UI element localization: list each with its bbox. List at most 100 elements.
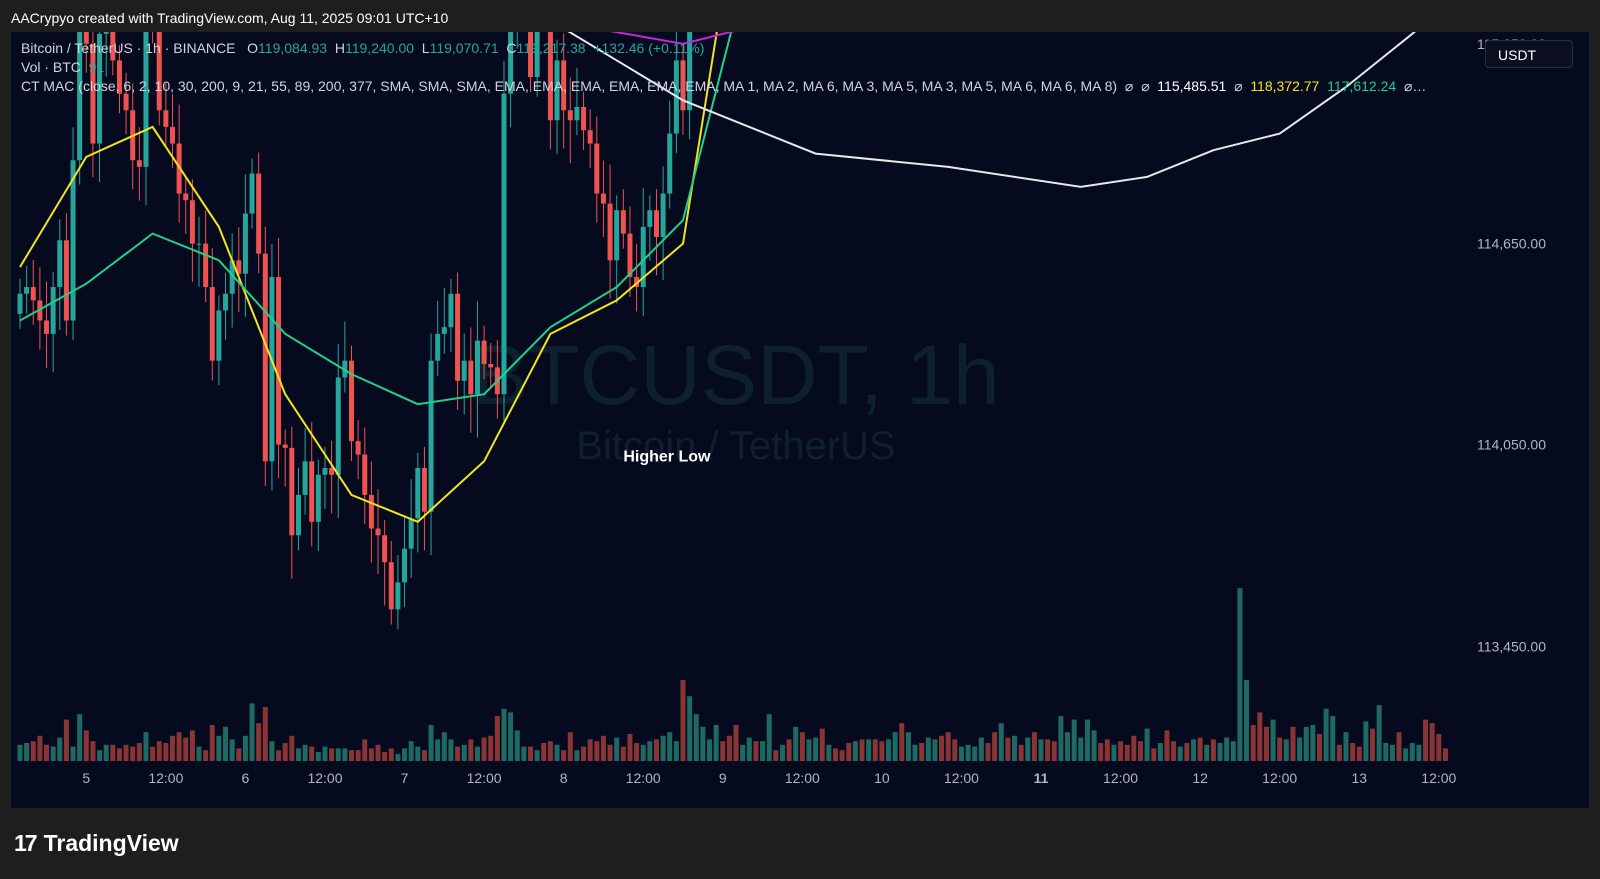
volume-bar [123,744,129,761]
volume-bar [1131,735,1137,761]
volume-bar [899,723,905,761]
volume-bar [799,732,805,761]
annotation-label: Higher Low [623,448,711,465]
volume-bar [176,732,182,761]
candle [70,160,76,321]
candle [415,468,421,519]
volume-label: Vol · BTC [21,59,81,75]
volume-bar [1370,728,1376,761]
volume-bar [972,746,978,761]
volume-bar [1071,719,1077,761]
candle [402,548,408,583]
volume-bars [17,588,1448,761]
candle [355,441,361,455]
candle [216,310,222,361]
volume-bar [1084,719,1090,761]
candle [375,528,381,536]
volume-legend[interactable]: Vol · BTC 91 [21,59,104,75]
candle [640,226,646,288]
volume-bar [813,737,819,761]
tradingview-logo-text: TradingView [43,830,179,856]
time-tick-label: 12:00 [626,770,661,786]
volume-bar [256,723,262,761]
volume-bar [408,741,414,761]
candle [388,562,394,610]
volume-bar [156,741,162,761]
volume-bar [1151,748,1157,761]
volume-bar [335,748,341,761]
volume-bar [919,743,925,761]
candle [329,468,335,475]
volume-bar [945,732,951,761]
volume-bar [879,741,885,761]
volume-bar [461,744,467,761]
time-tick-label: 11 [1034,770,1049,786]
volume-bar [846,743,852,761]
ma-line-ma-4 [567,32,1416,188]
volume-bar [368,748,374,761]
volume-bar [740,744,746,761]
volume-bar [262,707,268,761]
volume-bar [282,743,288,761]
candle [116,60,122,94]
volume-bar [1217,743,1223,761]
volume-bar [203,750,209,761]
time-tick-label: 12:00 [1103,770,1138,786]
candle [455,293,461,381]
volume-bar [1436,734,1442,761]
volume-bar [647,741,653,761]
volume-bar [1111,744,1117,761]
volume-bar [607,744,613,761]
volume-bar [859,739,865,761]
candle [581,106,587,131]
high-label: H [334,40,345,56]
time-tick-label: 6 [242,770,250,786]
watermark-symbol: BTCUSDT, 1h [472,328,999,422]
volume-bar [1177,746,1183,761]
volume-bar [216,735,222,761]
high-value: 119,240.00 [344,40,415,56]
volume-bar [932,739,938,761]
volume-bar [24,743,30,761]
candle [362,454,368,495]
candle [17,293,23,314]
symbol-name[interactable]: Bitcoin / TetherUS · 1h · BINANCE [21,40,236,56]
candle [110,32,116,61]
candle [421,468,427,512]
volume-bar [229,739,235,761]
volume-bar [269,741,275,761]
candle [634,277,640,288]
volume-bar [163,743,169,761]
candle [554,60,560,121]
volume-bar [37,735,43,761]
candle [561,60,567,111]
candle [90,43,96,144]
open-value: 119,084.93 [258,40,328,56]
volume-bar [547,741,553,761]
low-value: 119,070.71 [429,40,499,56]
candle [547,32,553,121]
candle [24,287,30,294]
time-tick-label: 12:00 [944,770,979,786]
time-tick-label: 7 [401,770,409,786]
volume-bar [1290,726,1296,761]
volume-bar [1045,739,1051,761]
volume-bar [209,725,215,761]
candle [256,173,262,254]
volume-bar [1396,732,1402,761]
currency-selector[interactable]: USDT [1485,40,1573,68]
time-tick-label: 9 [719,770,727,786]
volume-bar [839,750,845,761]
tradingview-logo[interactable]: 17 TradingView [14,830,179,857]
indicator-name: CT MAC (close, 6, 2, 10, 30, 200, 9, 21,… [21,78,1118,94]
volume-bar [1197,737,1203,761]
volume-bar [521,746,527,761]
volume-bar [302,744,308,761]
time-tick-label: 5 [82,770,90,786]
candle [196,243,202,245]
volume-bar [760,741,766,761]
time-tick-label: 12:00 [785,770,820,786]
indicator-legend[interactable]: CT MAC (close, 6, 2, 10, 30, 200, 9, 21,… [21,78,1426,95]
